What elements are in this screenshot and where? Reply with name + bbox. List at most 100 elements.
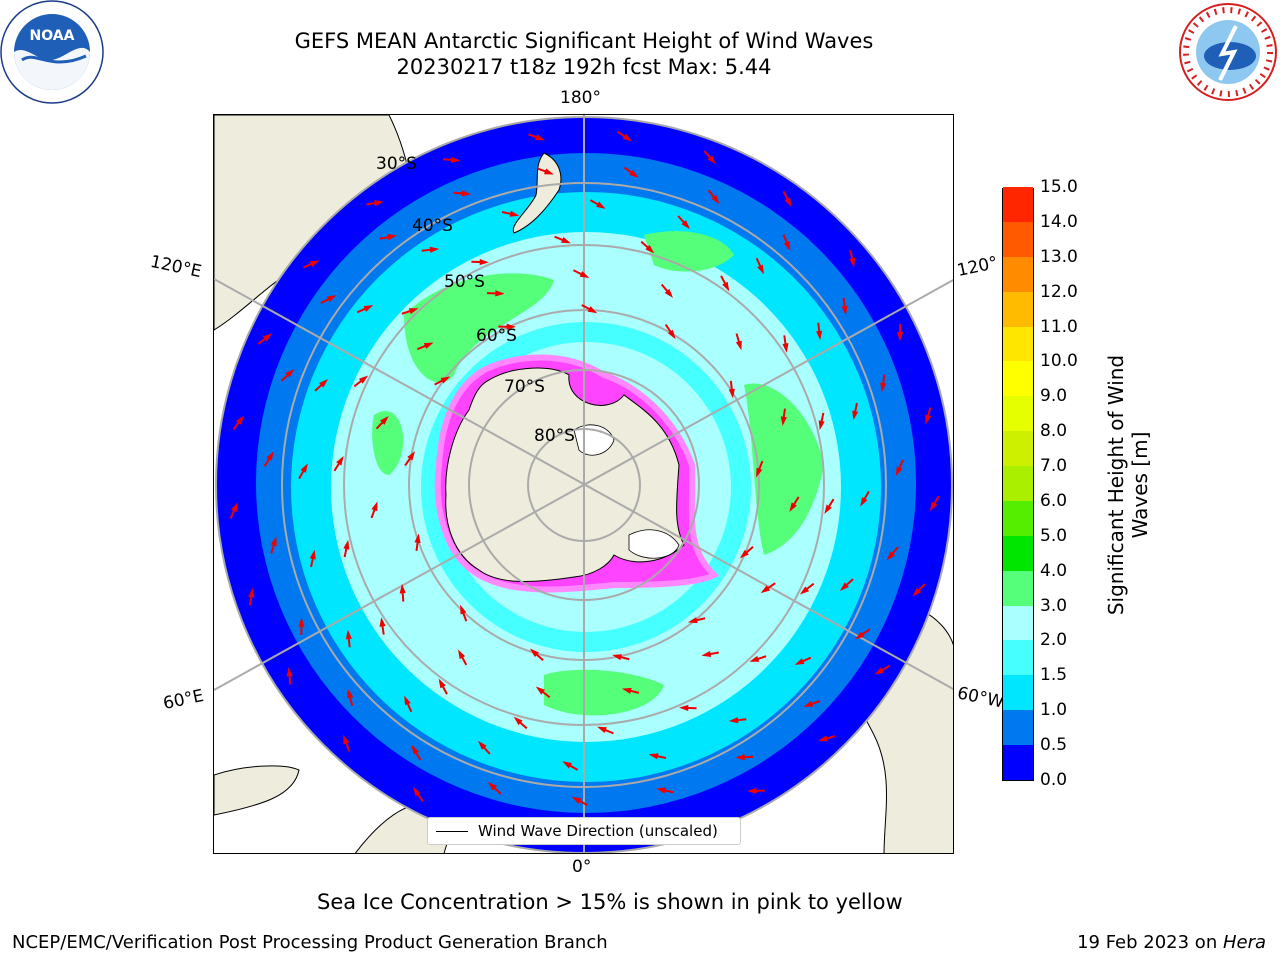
lon-label-180: 180° [560,88,601,108]
africa-land [214,765,300,816]
wind-wave-arrowhead [374,200,384,207]
wind-wave-arrowhead [707,155,716,165]
wind-wave-arrowhead [799,586,810,595]
wind-wave-arrowhead [579,271,590,278]
wind-wave-arrowhead [231,502,238,513]
wind-wave-arrowhead [818,735,828,742]
colorbar-tick-label: 8.0 [1040,421,1068,442]
wind-wave-arrowhead [286,667,293,677]
colorbar-tick-label: 11.0 [1040,316,1078,337]
graticule [214,115,953,853]
lat-label-40s: 40°S [412,216,453,236]
wind-wave-arrowhead [622,133,632,142]
colorbar-segment [1003,430,1033,467]
colorbar-segment [1003,605,1033,641]
wind-wave-arrowhead [852,410,859,421]
legend-label: Wind Wave Direction (unscaled) [478,822,718,840]
wind-wave-arrowhead [841,305,848,316]
wind-wave-arrowhead [664,288,674,298]
wind-wave-arrowhead [235,415,245,425]
lat-label-80s: 80°S [534,426,575,446]
colorbar-segment [1003,570,1033,606]
wind-wave-arrowhead [739,549,749,559]
wind-wave-arrowhead [387,234,397,241]
wind-wave-arrowhead [363,305,374,312]
wind-wave-arrowhead [529,648,539,658]
colorbar-segment [1003,465,1033,501]
wind-wave-arrowhead [749,655,760,662]
wind-wave-arrowhead [358,375,369,384]
colorbar-tick-label: 9.0 [1040,386,1068,407]
wind-wave-arrowhead [298,617,305,627]
chart-title: GEFS MEAN Antarctic Significant Height o… [294,29,874,53]
wind-wave-arrowhead [597,726,607,734]
wave-zone-4 [544,669,664,716]
wind-wave-arrowhead [784,197,792,208]
nws-logo [1179,3,1277,101]
wind-wave-arrowhead [687,617,698,624]
colorbar-tick-label: 3.0 [1040,595,1068,616]
lon-label-120w: 120° [955,252,1000,282]
wind-wave-arrowhead [678,704,689,712]
wind-wave-arrowhead [886,551,895,561]
wind-wave-arrowhead [621,687,632,694]
wind-wave-arrowhead [343,734,350,745]
colorbar-label: Significant Height of Wind Waves [m] [1104,354,1152,616]
wind-wave-arrowhead [711,194,720,205]
lon-label-60w: 60°W [955,683,1006,713]
colorbar-tick-label: 0.0 [1040,770,1068,790]
wind-wave-arrowhead [629,169,639,178]
colorbar-segment [1003,500,1033,536]
wind-wave-arrowhead [596,201,606,209]
wind-wave-arrowhead [248,587,255,598]
colorbar-segment [1003,360,1033,397]
wave-zone-3 [744,383,824,555]
wind-wave-arrowhead [450,156,461,164]
wind-wave-arrowhead [458,649,466,660]
wind-wave-arrowhead [562,761,572,769]
wind-wave-arrowhead [544,168,554,175]
footer-right: 19 Feb 2023 on Hera [1077,932,1266,953]
colorbar-tick-label: 2.0 [1040,630,1068,651]
sea-ice-note: Sea Ice Concentration > 15% is shown in … [317,890,903,914]
wind-wave-arrowhead [262,333,273,342]
wind-wave-arrowhead [722,281,730,292]
colorbar-segment [1003,221,1033,257]
wind-wave-arrowhead [735,340,742,351]
wind-wave-arrowhead [667,329,676,340]
colorbar-tick-label: 14.0 [1040,211,1078,232]
wind-wave-arrowhead [535,134,546,141]
wind-wave-arrowhead [816,330,823,341]
colorbar-segment [1003,186,1033,222]
wind-wave-arrowhead [782,343,789,353]
noaa-logo-text: NOAA [30,28,75,44]
wind-wave-arrowhead [735,754,745,761]
wind-wave-arrowhead [326,295,337,303]
wind-wave-arrowhead [896,332,904,342]
wind-wave-arrowhead [925,414,932,425]
wind-wave-arrowhead [266,451,274,461]
colorbar-segment [1003,256,1033,292]
wind-wave-arrowhead [300,463,308,473]
wind-wave-arrowhead [561,236,571,244]
wind-wave-arrowhead [728,717,739,724]
wind-wave-arrowhead [309,549,316,560]
wind-wave-arrowhead [408,308,419,315]
wind-wave-arrowhead [461,190,472,197]
wind-wave-arrowhead [780,416,787,427]
wave-zone-2 [644,231,734,272]
wind-wave-arrowhead [860,497,868,507]
colorbar-tick-label: 13.0 [1040,246,1078,267]
wind-wave-arrowhead [929,501,938,512]
wind-wave-arrowhead [460,604,467,615]
colorbar-segment [1003,326,1033,362]
wind-wave-arrowhead [495,290,505,297]
wind-wave-arrowhead [336,455,344,466]
colorbar-tick-label: 5.0 [1040,525,1068,546]
wind-wave-arrowhead [285,368,295,378]
lat-label-50s: 50°S [444,272,485,292]
wind-wave-arrows [229,130,940,841]
wind-wave-arrowhead [818,420,825,431]
wind-wave-arrowhead [824,504,832,515]
colorbar-segment [1003,291,1033,327]
